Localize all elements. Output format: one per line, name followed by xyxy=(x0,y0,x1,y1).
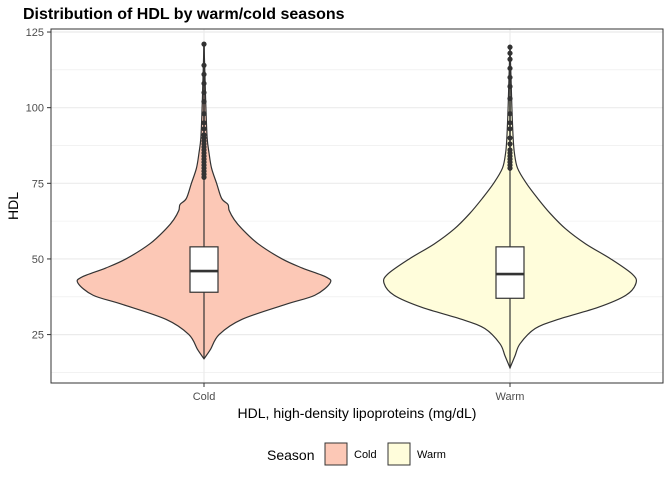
y-tick-label: 50 xyxy=(32,254,44,266)
y-axis: 25 50 75 100 125 xyxy=(26,27,51,342)
x-axis-title: HDL, high-density lipoproteins (mg/dL) xyxy=(238,405,477,421)
legend: Season Cold Warm xyxy=(267,442,446,466)
legend-label-cold: Cold xyxy=(354,449,377,461)
boxplots xyxy=(189,41,525,368)
box-warm xyxy=(495,246,525,299)
y-tick-label: 100 xyxy=(26,103,44,115)
legend-label-warm: Warm xyxy=(417,449,446,461)
plot-panel xyxy=(51,29,663,383)
y-tick-label: 125 xyxy=(26,27,44,39)
y-axis-title: HDL xyxy=(5,192,21,220)
chart-title: Distribution of HDL by warm/cold seasons xyxy=(23,6,345,23)
plot-border xyxy=(50,28,664,384)
legend-key-cold xyxy=(324,442,348,466)
y-tick-label: 75 xyxy=(32,178,44,190)
box-cold xyxy=(189,246,219,293)
y-tick-label: 25 xyxy=(32,330,44,342)
x-axis: Cold Warm xyxy=(193,383,525,403)
x-tick-label: Cold xyxy=(193,391,216,403)
legend-title: Season xyxy=(267,447,314,463)
x-tick-label: Warm xyxy=(496,391,525,403)
legend-key-warm xyxy=(387,442,411,466)
